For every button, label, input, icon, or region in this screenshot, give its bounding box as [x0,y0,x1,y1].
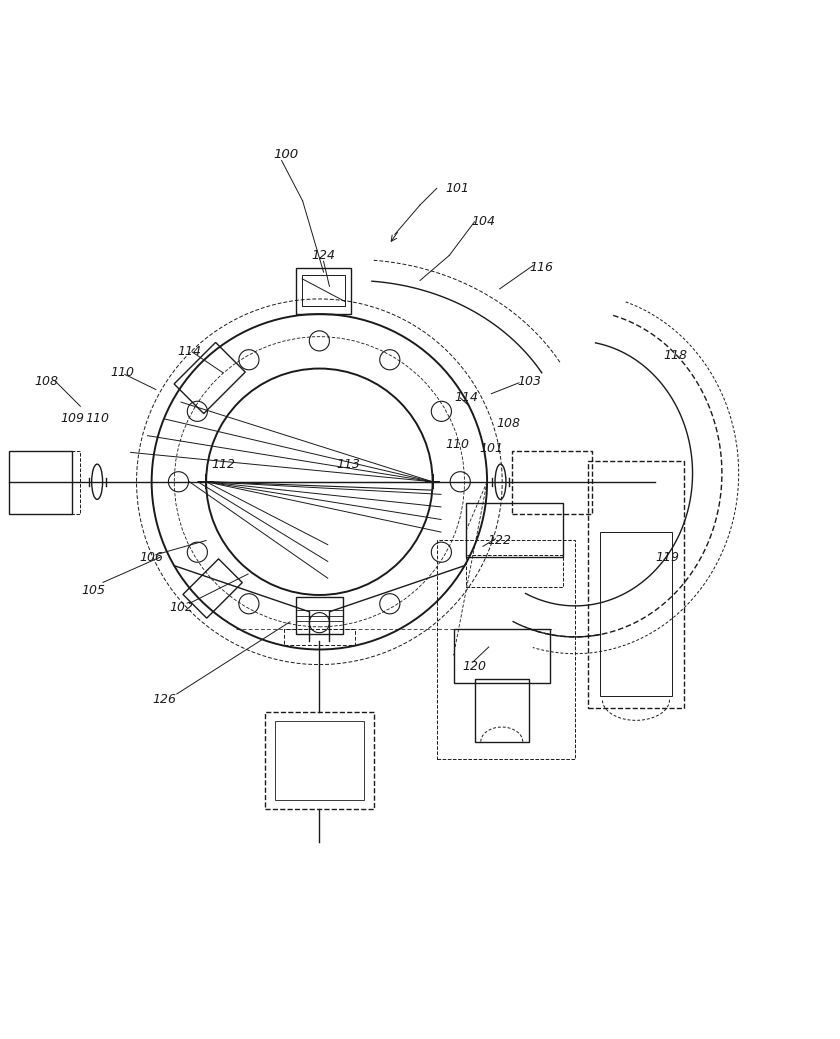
Bar [601,532,672,695]
Bar [588,461,684,709]
Text: 101: 101 [446,182,470,194]
Text: 110: 110 [446,437,470,451]
Bar [9,451,72,513]
Text: 110: 110 [85,412,109,425]
Bar [297,268,351,314]
Text: 114: 114 [454,392,478,404]
Text: 105: 105 [81,584,105,597]
Bar [284,629,354,645]
Bar [454,629,550,683]
Text: 108: 108 [496,417,520,429]
Bar [512,451,592,513]
Text: 108: 108 [34,375,59,388]
Text: 122: 122 [488,534,512,547]
Text: 103: 103 [517,375,541,388]
Bar [296,597,343,635]
Text: 101: 101 [480,442,503,455]
Text: 110: 110 [110,366,134,379]
Bar [265,713,374,808]
Text: 104: 104 [471,215,495,229]
Text: 112: 112 [211,458,235,472]
Bar [275,721,364,800]
Text: 102: 102 [169,601,193,614]
Bar [437,540,575,758]
Text: 119: 119 [655,551,680,564]
Text: 106: 106 [139,551,164,564]
Bar [475,678,529,742]
Text: 100: 100 [273,149,298,161]
Text: 109: 109 [60,412,84,425]
Bar [466,555,563,587]
Text: 116: 116 [529,262,554,274]
Text: 120: 120 [463,660,486,673]
Text: 114: 114 [177,345,202,358]
Bar [9,451,81,513]
Text: 124: 124 [312,248,335,262]
Text: 113: 113 [337,458,360,472]
Bar [302,274,345,305]
Bar [466,503,563,557]
Text: 118: 118 [664,349,688,363]
Text: 126: 126 [152,693,176,707]
